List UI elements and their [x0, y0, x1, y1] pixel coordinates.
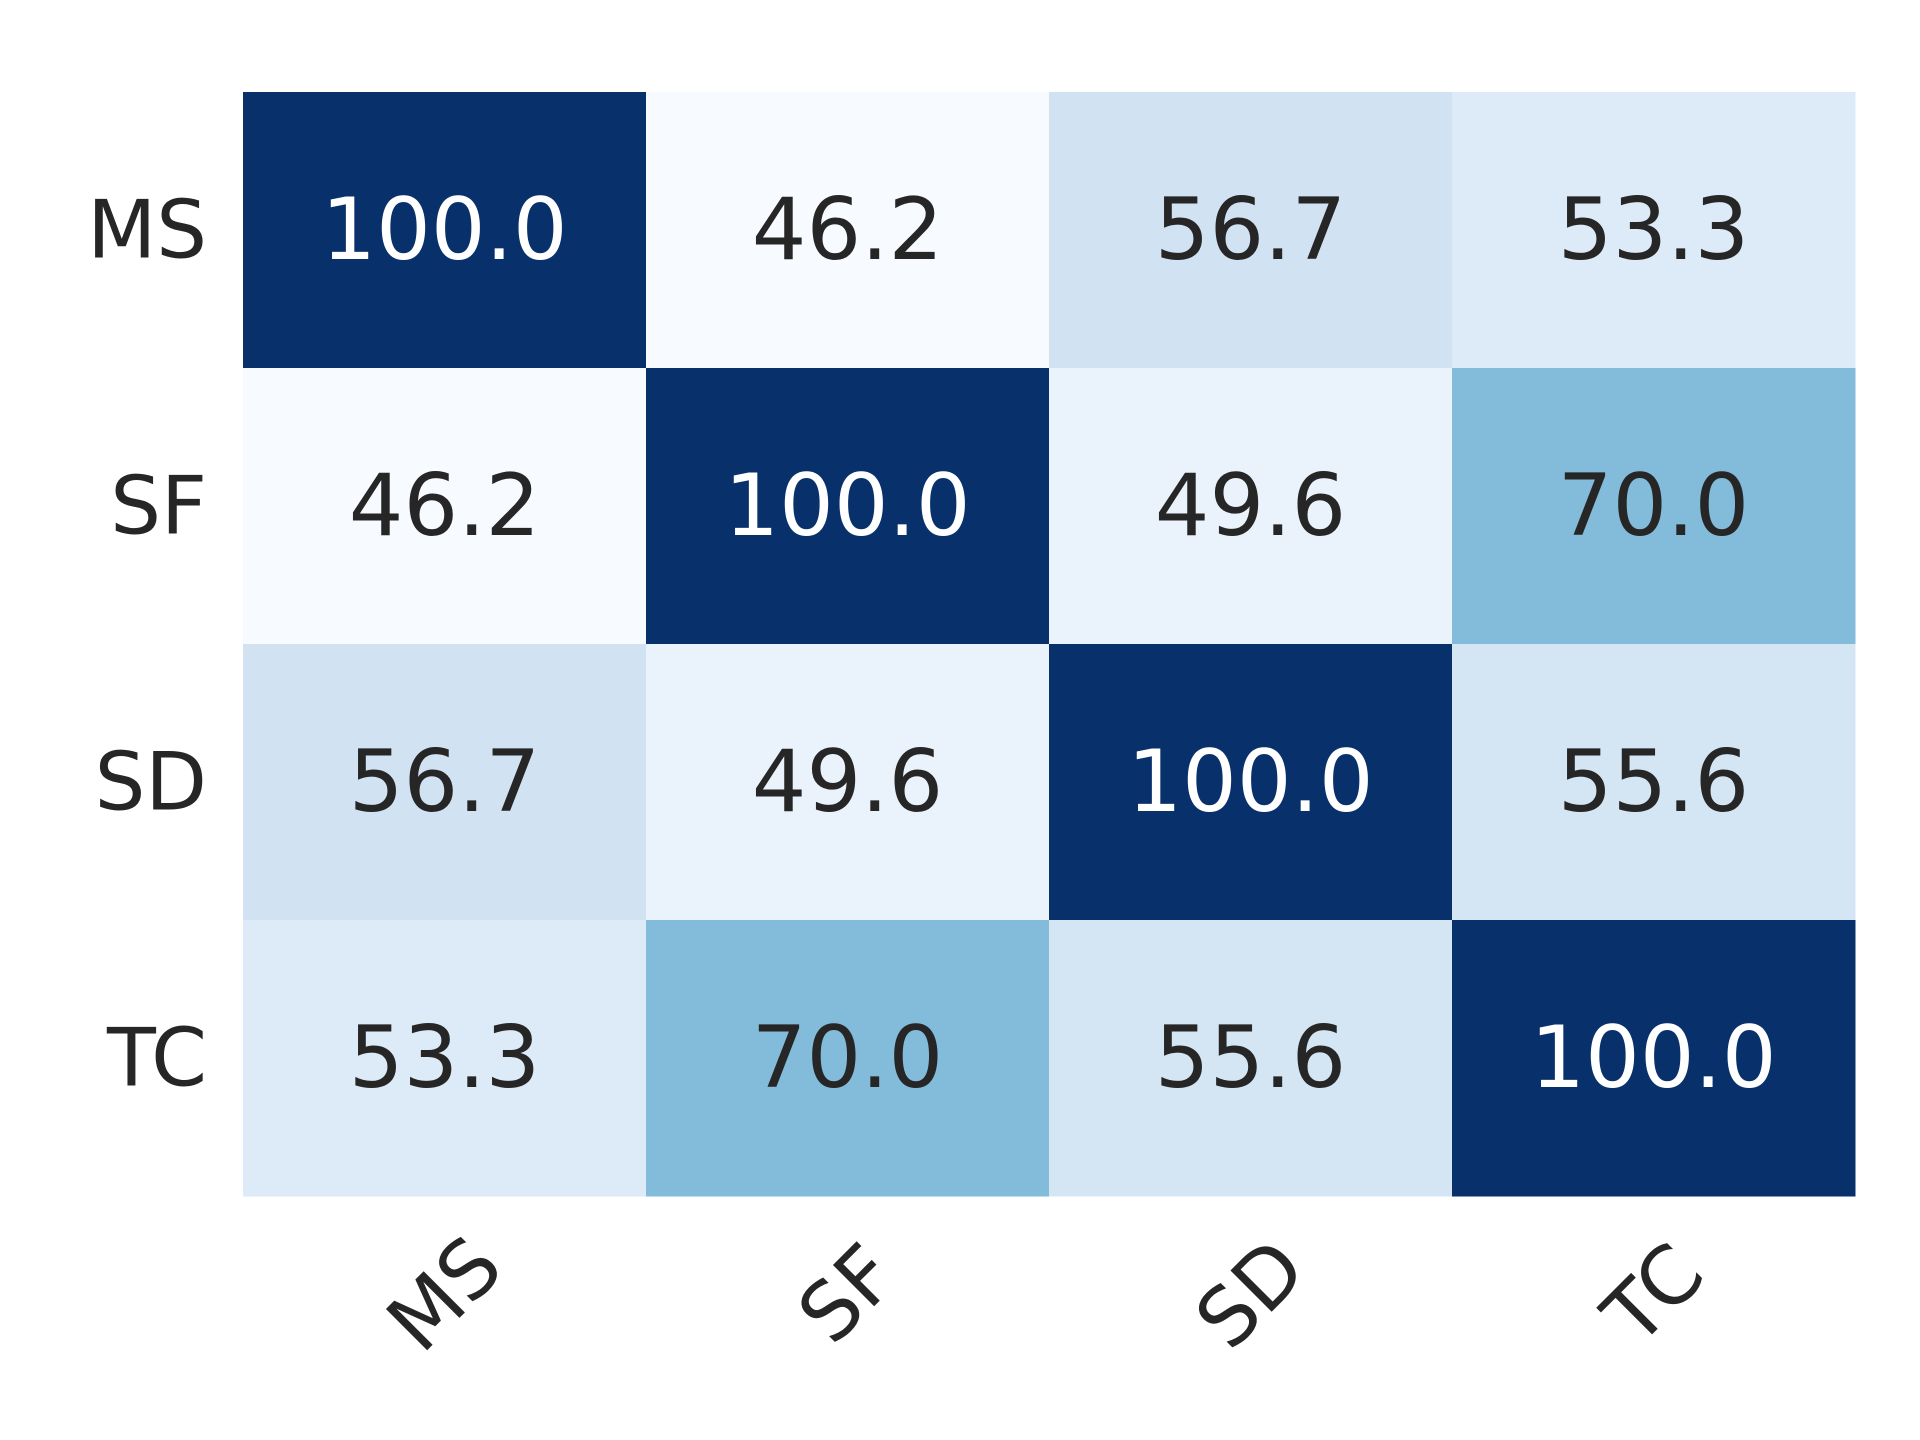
y-tick-label: SD: [95, 736, 207, 829]
heatmap-cell-sf-ms: [243, 368, 647, 645]
x-tick-label: TC: [1585, 1226, 1722, 1363]
heatmap-cell-tc-sd: [1049, 920, 1453, 1197]
heatmap-value-label: 100.0: [1127, 732, 1373, 832]
heatmap-cell-ms-sf: [646, 92, 1050, 369]
heatmap-cell-tc-tc: [1452, 920, 1856, 1197]
heatmap-cell-ms-tc: [1452, 92, 1856, 369]
heatmap-cell-ms-ms: [243, 92, 647, 369]
heatmap-cell-sf-sd: [1049, 368, 1453, 645]
heatmap-cell-tc-ms: [243, 920, 647, 1197]
heatmap-value-label: 56.7: [1155, 180, 1346, 280]
y-tick-label: SF: [110, 460, 207, 553]
heatmap-cell-labels: 100.0 46.2 56.7 53.3 46.2 100.0 49.6 70.0 56.7 49…: [321, 180, 1776, 1108]
heatmap-cell-sd-ms: [243, 644, 647, 921]
heatmap-cell-sd-tc: [1452, 644, 1856, 921]
heatmap-value-label: 53.3: [1558, 180, 1749, 280]
x-axis-tick-labels: MS SF SD TC: [369, 1219, 1721, 1369]
heatmap-cell-sd-sf: [646, 644, 1050, 921]
y-tick-label: MS: [87, 184, 207, 277]
heatmap-value-label: 70.0: [1558, 456, 1749, 556]
heatmap-value-label: 100.0: [724, 456, 970, 556]
y-axis-tick-labels: MS SF SD TC: [87, 184, 207, 1105]
heatmap-cell-tc-sf: [646, 920, 1050, 1197]
heatmap-value-label: 46.2: [349, 456, 540, 556]
heatmap-cell-ms-sd: [1049, 92, 1453, 369]
heatmap-value-label: 49.6: [752, 732, 943, 832]
heatmap-value-label: 70.0: [752, 1008, 943, 1108]
heatmap-cells: [243, 92, 1856, 1197]
heatmap-cell-sf-sf: [646, 368, 1050, 645]
x-tick-label: MS: [369, 1219, 519, 1369]
heatmap-value-label: 56.7: [349, 732, 540, 832]
heatmap-value-label: 100.0: [1530, 1008, 1776, 1108]
heatmap-value-label: 46.2: [752, 180, 943, 280]
heatmap-cell-sd-sd: [1049, 644, 1453, 921]
x-tick-label: SF: [780, 1227, 914, 1361]
heatmap-value-label: 55.6: [1155, 1008, 1346, 1108]
heatmap-cell-sf-tc: [1452, 368, 1856, 645]
heatmap-value-label: 55.6: [1558, 732, 1749, 832]
heatmap-value-label: 100.0: [321, 180, 567, 280]
heatmap-value-label: 53.3: [349, 1008, 540, 1108]
heatmap-value-label: 49.6: [1155, 456, 1346, 556]
y-tick-label: TC: [106, 1012, 207, 1105]
x-tick-label: SD: [1178, 1221, 1323, 1366]
